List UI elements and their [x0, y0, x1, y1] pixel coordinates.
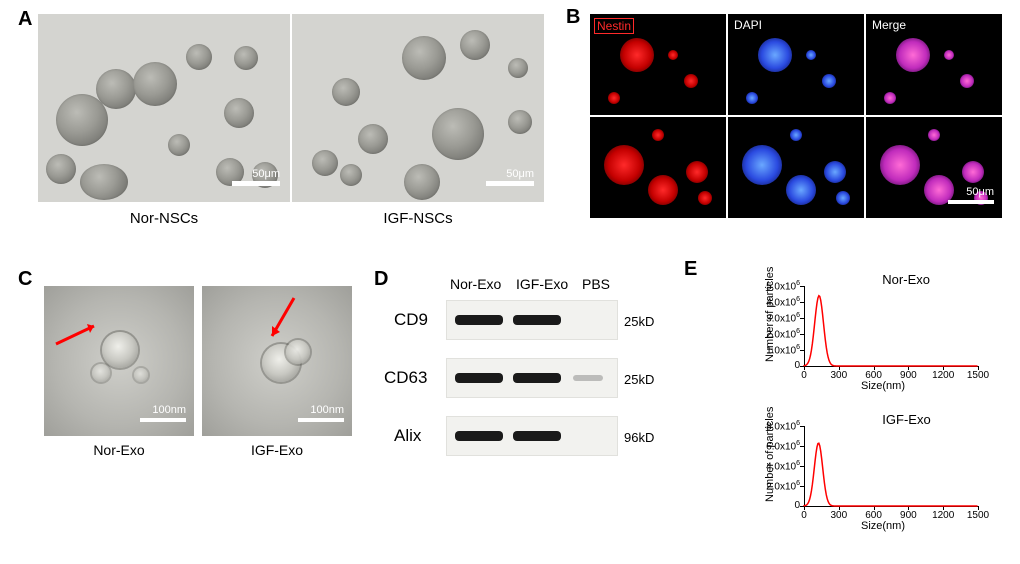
panel-label-e: E: [684, 258, 697, 281]
scalebar: [298, 418, 344, 422]
wb-size-cd9: 25kD: [624, 314, 654, 329]
wb-lane-2: IGF-Exo: [516, 276, 568, 292]
wb-size-alix: 96kD: [624, 430, 654, 445]
panelA-left-caption: Nor-NSCs: [38, 210, 290, 227]
wb-strip-alix: [446, 416, 618, 456]
panelE-chart-1: 03006009001200150001.0x1062.0x1063.0x106…: [758, 272, 984, 392]
wb-lane-1: Nor-Exo: [450, 276, 501, 292]
panelA-right-caption: IGF-NSCs: [292, 210, 544, 227]
nestin-label: Nestin: [594, 18, 634, 34]
scalebar-label: 50μm: [252, 168, 280, 180]
scalebar-label: 100nm: [152, 404, 186, 416]
wb-lane-3: PBS: [582, 276, 610, 292]
panelB-merge-2: 50μm: [866, 117, 1002, 218]
scalebar: [486, 181, 534, 186]
arrow-icon: [264, 296, 304, 346]
dapi-label: DAPI: [734, 18, 762, 32]
wb-row-alix: Alix: [394, 426, 421, 446]
panelC-left-image: 100nm: [44, 286, 194, 436]
arrow-icon: [54, 318, 104, 348]
panelA-right-image: 50μm: [292, 14, 544, 202]
panelB-dapi-2: [728, 117, 864, 218]
panelB-nestin-2: [590, 117, 726, 218]
panel-label-d: D: [374, 268, 388, 291]
figure-root: A 50μm 50μm Nor-NSCs IGF-NSCs B N: [0, 0, 1020, 564]
panelB-merge-1: Merge: [866, 14, 1002, 115]
panelE-chart-2: 03006009001200150002.0x1064.0x1066.0x106…: [758, 412, 984, 532]
scalebar: [948, 200, 994, 204]
panelC-right-caption: IGF-Exo: [202, 442, 352, 458]
wb-row-cd63: CD63: [384, 368, 427, 388]
panelC-right-image: 100nm: [202, 286, 352, 436]
panelC-left-caption: Nor-Exo: [44, 442, 194, 458]
wb-row-cd9: CD9: [394, 310, 428, 330]
scalebar: [140, 418, 186, 422]
wb-size-cd63: 25kD: [624, 372, 654, 387]
panel-label-b: B: [566, 6, 580, 29]
panelB-dapi-1: DAPI: [728, 14, 864, 115]
scalebar-label: 50μm: [506, 168, 534, 180]
panelA-left-image: 50μm: [38, 14, 290, 202]
scalebar-label: 100nm: [310, 404, 344, 416]
scalebar: [232, 181, 280, 186]
merge-label: Merge: [872, 18, 906, 32]
panelB-grid: Nestin DAPI Merge: [590, 14, 1004, 220]
panel-label-c: C: [18, 268, 32, 291]
scalebar-label: 50μm: [966, 186, 994, 198]
wb-strip-cd63: [446, 358, 618, 398]
wb-strip-cd9: [446, 300, 618, 340]
panelB-nestin-1: Nestin: [590, 14, 726, 115]
panel-label-a: A: [18, 8, 32, 31]
